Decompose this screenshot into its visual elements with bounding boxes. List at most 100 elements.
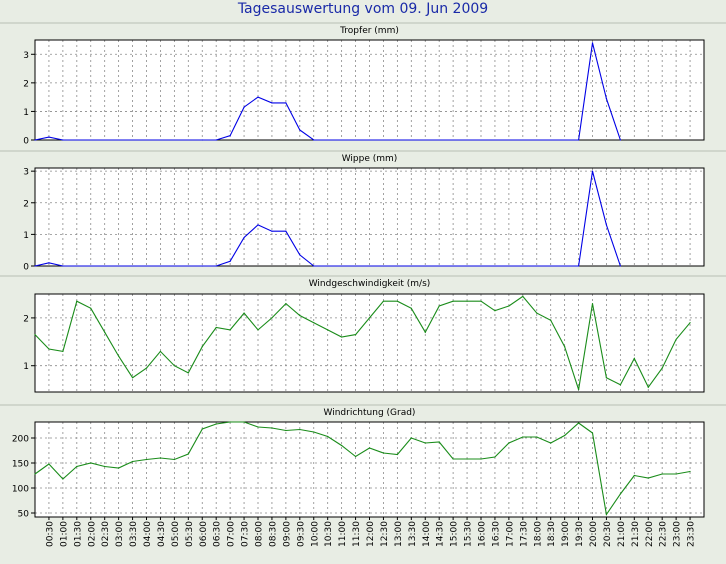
data-point bbox=[48, 348, 50, 350]
data-point bbox=[354, 334, 357, 336]
data-point bbox=[410, 307, 412, 309]
chart-panel-3: 1 2 Windgeschwindigkeit (m/s) bbox=[0, 275, 726, 393]
x-tick-label: 13:30 bbox=[408, 521, 418, 547]
data-point bbox=[76, 465, 78, 468]
data-point bbox=[675, 338, 677, 341]
data-point bbox=[145, 458, 148, 461]
x-tick-label: 03:30 bbox=[129, 521, 139, 547]
data-point bbox=[633, 357, 635, 360]
chart-panel-1: 0 1 2 3 Tropfer (mm) bbox=[0, 22, 726, 147]
x-tick-label: 05:00 bbox=[171, 521, 181, 547]
page-title: Tagesauswertung vom 09. Jun 2009 bbox=[237, 1, 489, 17]
x-tick-label: 04:00 bbox=[143, 521, 153, 547]
data-point bbox=[536, 312, 538, 314]
data-point bbox=[577, 139, 580, 141]
plot-area bbox=[35, 294, 704, 392]
data-point bbox=[271, 427, 273, 429]
data-point bbox=[577, 422, 580, 424]
data-point bbox=[215, 265, 217, 267]
y-tick-label: 50 bbox=[18, 510, 30, 520]
x-tick-label: 10:00 bbox=[310, 521, 320, 547]
chart-title: Windgeschwindigkeit (m/s) bbox=[309, 279, 431, 289]
y-tick-label: 3 bbox=[23, 168, 29, 178]
x-tick-label: 04:30 bbox=[157, 521, 167, 547]
x-tick-label: 11:00 bbox=[338, 521, 348, 547]
x-tick-label: 17:30 bbox=[519, 521, 529, 547]
data-point bbox=[605, 97, 608, 100]
data-point bbox=[564, 434, 566, 437]
x-tick-label: 22:30 bbox=[659, 521, 669, 547]
data-point bbox=[313, 322, 315, 324]
chart-panel-2: 0 1 2 3 Wippe (mm) bbox=[0, 150, 726, 273]
x-tick-label: 11:30 bbox=[352, 521, 362, 547]
data-point bbox=[410, 437, 412, 439]
data-point bbox=[689, 470, 691, 473]
data-point bbox=[62, 139, 64, 141]
series-line bbox=[34, 42, 621, 141]
data-point bbox=[34, 265, 36, 267]
x-tick-label: 05:30 bbox=[185, 521, 195, 547]
chart-title: Windrichtung (Grad) bbox=[324, 408, 416, 418]
data-point bbox=[62, 265, 64, 267]
data-point bbox=[550, 319, 552, 321]
x-tick-label: 18:30 bbox=[547, 521, 557, 547]
x-tick-label: 09:30 bbox=[296, 521, 306, 547]
data-point bbox=[257, 329, 259, 331]
chart-title: Tropfer (mm) bbox=[339, 26, 399, 36]
data-point bbox=[452, 458, 454, 460]
data-point bbox=[159, 350, 162, 352]
y-tick-label: 2 bbox=[23, 199, 29, 209]
data-point bbox=[34, 334, 36, 336]
y-tick-label: 3 bbox=[23, 51, 29, 61]
data-point bbox=[661, 473, 663, 475]
y-tick-label: 100 bbox=[12, 485, 29, 495]
data-point bbox=[438, 305, 440, 307]
data-point bbox=[173, 458, 175, 461]
x-tick-label: 07:00 bbox=[227, 521, 237, 547]
data-point bbox=[243, 421, 245, 423]
data-point bbox=[229, 135, 231, 137]
data-point bbox=[341, 444, 343, 447]
data-point bbox=[577, 265, 580, 267]
data-point bbox=[689, 322, 691, 324]
data-point bbox=[522, 295, 524, 297]
data-point bbox=[285, 302, 287, 305]
data-point bbox=[605, 224, 608, 226]
data-point bbox=[550, 442, 552, 444]
data-point bbox=[271, 102, 273, 104]
data-point bbox=[118, 467, 120, 469]
series-line bbox=[34, 295, 691, 390]
data-point bbox=[34, 139, 36, 141]
data-point bbox=[187, 372, 189, 374]
data-point bbox=[522, 436, 524, 438]
series-line bbox=[34, 421, 691, 516]
data-point bbox=[285, 230, 287, 232]
data-point bbox=[131, 460, 134, 463]
data-point bbox=[104, 331, 106, 333]
data-point bbox=[187, 453, 189, 455]
x-tick-label: 18:00 bbox=[533, 521, 543, 547]
data-point bbox=[243, 106, 245, 108]
x-tick-label: 14:30 bbox=[436, 521, 446, 547]
x-tick-label: 02:00 bbox=[87, 521, 97, 547]
data-point bbox=[299, 314, 301, 317]
y-tick-label: 200 bbox=[12, 435, 29, 445]
x-tick-label: 16:00 bbox=[478, 521, 488, 547]
data-point bbox=[229, 421, 231, 423]
x-tick-label: 09:00 bbox=[282, 521, 292, 547]
x-tick-label: 23:30 bbox=[687, 521, 697, 547]
data-point bbox=[299, 428, 301, 431]
x-tick-label: 01:30 bbox=[73, 521, 83, 547]
data-point bbox=[591, 432, 594, 434]
x-tick-label: 01:00 bbox=[59, 521, 69, 547]
data-point bbox=[452, 300, 454, 302]
x-tick-label: 15:30 bbox=[464, 521, 474, 547]
x-tick-label: 02:30 bbox=[101, 521, 111, 547]
data-point bbox=[257, 96, 259, 98]
data-point bbox=[243, 236, 245, 239]
x-tick-label: 19:00 bbox=[561, 521, 571, 547]
data-point bbox=[327, 435, 329, 438]
data-point bbox=[368, 447, 371, 449]
data-point bbox=[619, 139, 621, 141]
